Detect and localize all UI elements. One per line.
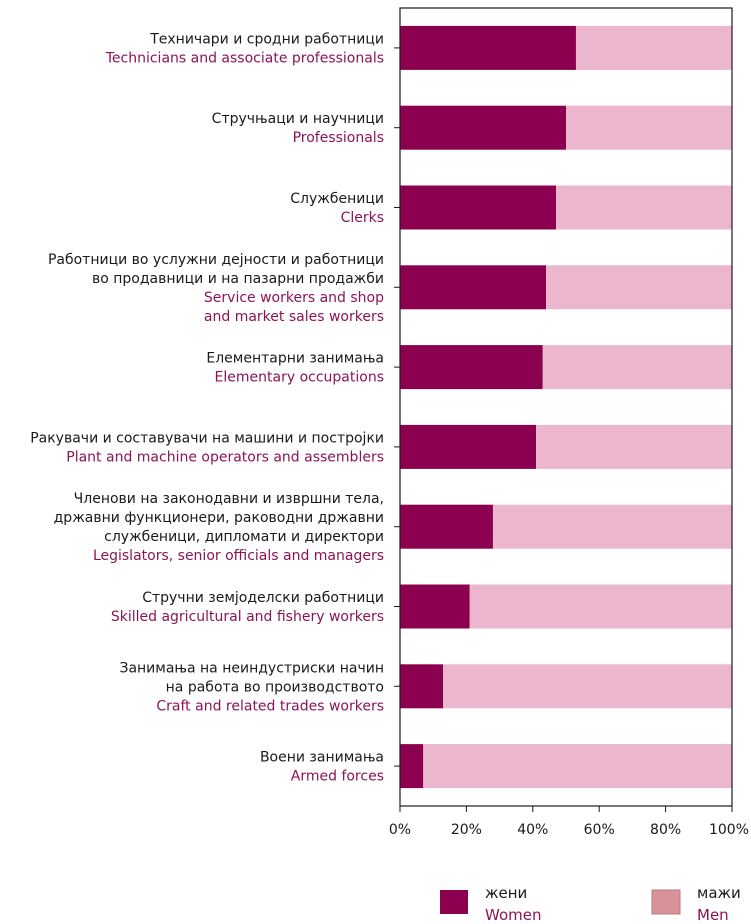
category-label-mk: Техничари и сродни работници — [149, 31, 384, 47]
bar-women-3 — [400, 265, 547, 310]
category-label-mk: во продавници и на пазарни продажби — [92, 271, 384, 287]
bar-women-4 — [400, 345, 543, 390]
bar-men-3 — [546, 265, 732, 310]
legend-label-en: Women — [485, 906, 541, 924]
category-label-mk: Работници во услужни дејности и работниц… — [48, 252, 384, 268]
legend-swatch-men — [651, 889, 681, 915]
category-label-mk: Членови на законодавни и извршни тела, — [74, 491, 384, 507]
legend-label-mk: мажи — [697, 884, 741, 902]
x-tick-label: 40% — [517, 822, 548, 838]
category-label-en: Elementary occupations — [215, 370, 384, 386]
category-label-mk: Елементарни занимања — [206, 351, 384, 367]
category-label-en: Legislators, senior officials and manage… — [93, 548, 384, 564]
legend: жени Women мажи Men — [440, 884, 741, 924]
category-label-en: Craft and related trades workers — [156, 698, 384, 714]
bar-men-8 — [443, 664, 732, 709]
category-label-mk: Воени занимања — [260, 750, 384, 766]
bar-women-2 — [400, 185, 557, 230]
legend-label-en: Men — [697, 906, 729, 924]
category-label-mk: Стручни земјоделски работници — [142, 590, 384, 606]
bar-women-7 — [400, 584, 470, 629]
category-label-en: Skilled agricultural and fishery workers — [111, 609, 384, 625]
category-label-en: Service workers and shop — [204, 290, 384, 306]
x-tick-label: 60% — [584, 822, 615, 838]
category-label-mk: Занимања на неиндустриски начин — [119, 660, 384, 676]
category-label-mk: Ракувачи и составувачи на машини и постр… — [30, 430, 384, 446]
x-axis: 0% 20% 40% 60% 80% 100% — [389, 806, 749, 838]
legend-swatch-women — [440, 890, 468, 914]
category-labels: Техничари и сродни работници Technicians … — [30, 31, 400, 785]
category-label-mk: Службеници — [290, 191, 384, 207]
bar-men-6 — [492, 504, 732, 549]
legend-label-mk: жени — [485, 884, 527, 902]
bars-layer — [400, 25, 732, 789]
category-label-en: Professionals — [293, 130, 384, 146]
bar-men-1 — [566, 105, 732, 150]
bar-women-1 — [400, 105, 566, 150]
bar-women-9 — [400, 744, 424, 789]
bar-women-5 — [400, 424, 537, 469]
x-tick-label: 0% — [389, 822, 411, 838]
bar-men-7 — [469, 584, 732, 629]
x-tick-label: 100% — [709, 822, 749, 838]
category-label-mk: државни функционери, раководни државни — [54, 510, 384, 526]
category-label-mk: службеници, дипломати и директори — [104, 529, 384, 545]
category-label-mk: на работа во производството — [166, 679, 384, 695]
bar-women-0 — [400, 25, 576, 70]
x-tick-label: 80% — [650, 822, 681, 838]
plot-frame — [399, 7, 733, 807]
bar-men-0 — [575, 25, 732, 70]
category-label-en: and market sales workers — [204, 309, 384, 325]
category-label-en: Technicians and associate professionals — [105, 50, 384, 66]
bar-men-9 — [423, 744, 732, 789]
category-label-en: Plant and machine operators and assemble… — [66, 449, 384, 465]
x-tick-label: 20% — [451, 822, 482, 838]
bar-men-4 — [542, 345, 732, 390]
bar-women-6 — [400, 504, 493, 549]
category-label-en: Armed forces — [291, 769, 384, 785]
category-label-mk: Стручњаци и научници — [212, 111, 384, 127]
bar-women-8 — [400, 664, 444, 709]
category-label-en: Clerks — [341, 210, 384, 226]
bar-men-2 — [556, 185, 732, 230]
bar-men-5 — [536, 424, 732, 469]
